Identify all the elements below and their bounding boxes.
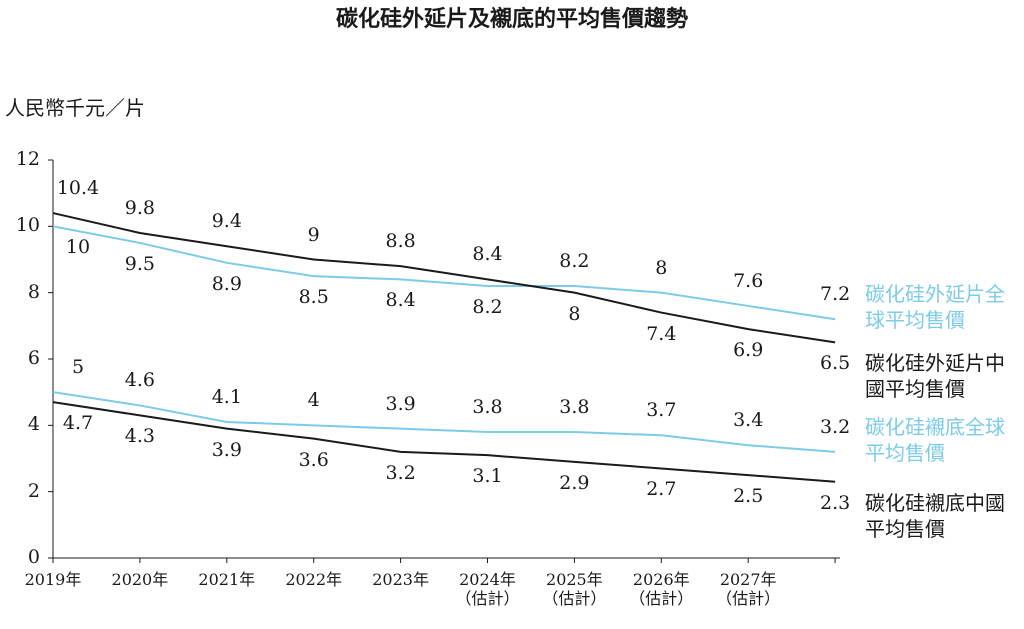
- value-label: 3.2: [819, 415, 851, 438]
- value-label: 3.7: [646, 399, 677, 422]
- value-label: 2.7: [646, 478, 677, 501]
- value-label: 2.5: [733, 485, 764, 508]
- y-axis-label: 人民幣千元／片: [5, 96, 145, 120]
- value-label: 3.9: [385, 392, 416, 415]
- value-label: 10: [65, 236, 91, 259]
- y-tick-label: 10: [15, 214, 40, 237]
- legend-label: 碳化硅外延片中國平均售價: [865, 351, 1005, 402]
- x-tick-label: 2026年 （估計）: [629, 570, 694, 609]
- y-tick-label: 0: [27, 546, 40, 568]
- value-label: 3.2: [385, 461, 416, 484]
- value-label: 8.2: [472, 296, 503, 319]
- value-label: 3.8: [472, 395, 503, 418]
- value-label: 2.9: [559, 471, 590, 494]
- value-label: 3.6: [298, 448, 329, 471]
- value-label: 5: [71, 356, 85, 379]
- series-line: [52, 225, 836, 321]
- value-label: 3.4: [733, 409, 764, 432]
- x-tick-label: 2020年: [111, 570, 169, 589]
- chart-title: 碳化硅外延片及襯底的平均售價趨勢: [335, 6, 688, 32]
- value-label: 3.9: [211, 438, 242, 461]
- value-label: 6.5: [819, 352, 851, 375]
- value-label: 4: [307, 389, 320, 412]
- series-line: [52, 391, 836, 453]
- value-label: 9.5: [124, 252, 155, 275]
- value-label: 8.2: [559, 250, 590, 273]
- value-label: 4.6: [124, 369, 155, 392]
- y-tick-label: 6: [27, 347, 40, 369]
- legend-label: 碳化硅襯底中國平均售價: [865, 490, 1005, 541]
- value-label: 8: [655, 256, 668, 279]
- x-tick-label: 2019年: [24, 570, 82, 589]
- value-label: 8.9: [211, 272, 242, 295]
- value-label: 9: [307, 223, 320, 246]
- x-tick-label: 2021年: [198, 570, 256, 589]
- x-tick-label: 2024年 （估計）: [455, 570, 520, 609]
- series-line: [52, 212, 836, 344]
- value-label: 10.4: [56, 177, 100, 200]
- series-line: [52, 401, 836, 483]
- value-label: 7.2: [819, 283, 851, 306]
- value-label: 6.9: [733, 339, 764, 362]
- value-label: 2.3: [819, 491, 851, 514]
- value-label: 8.4: [385, 289, 416, 312]
- value-label: 8.4: [472, 243, 503, 266]
- y-tick-label: 4: [27, 413, 40, 436]
- x-tick-label: 2027年 （估計）: [716, 570, 781, 609]
- y-tick-label: 12: [15, 148, 40, 170]
- value-label: 4.7: [62, 412, 94, 435]
- value-label: 9.4: [211, 210, 242, 233]
- value-label: 3.8: [559, 395, 590, 418]
- legend-label: 碳化硅襯底全球平均售價: [865, 414, 1005, 465]
- value-label: 8: [568, 302, 581, 325]
- value-label: 4.3: [124, 425, 155, 448]
- legend-label: 碳化硅外延片全球平均售價: [865, 282, 1005, 333]
- value-label: 7.4: [646, 322, 677, 345]
- x-tick-label: 2023年: [372, 570, 429, 589]
- value-label: 4.1: [211, 386, 242, 409]
- x-tick-label: 2025年 （估計）: [542, 570, 607, 609]
- x-tick-label: 2022年: [285, 570, 343, 589]
- value-label: 8.5: [298, 286, 329, 309]
- y-tick-label: 8: [27, 280, 40, 303]
- value-label: 9.8: [124, 196, 155, 219]
- value-label: 3.1: [472, 465, 503, 488]
- y-tick-label: 2: [27, 479, 40, 502]
- value-label: 8.8: [385, 230, 416, 253]
- value-label: 7.6: [733, 269, 764, 292]
